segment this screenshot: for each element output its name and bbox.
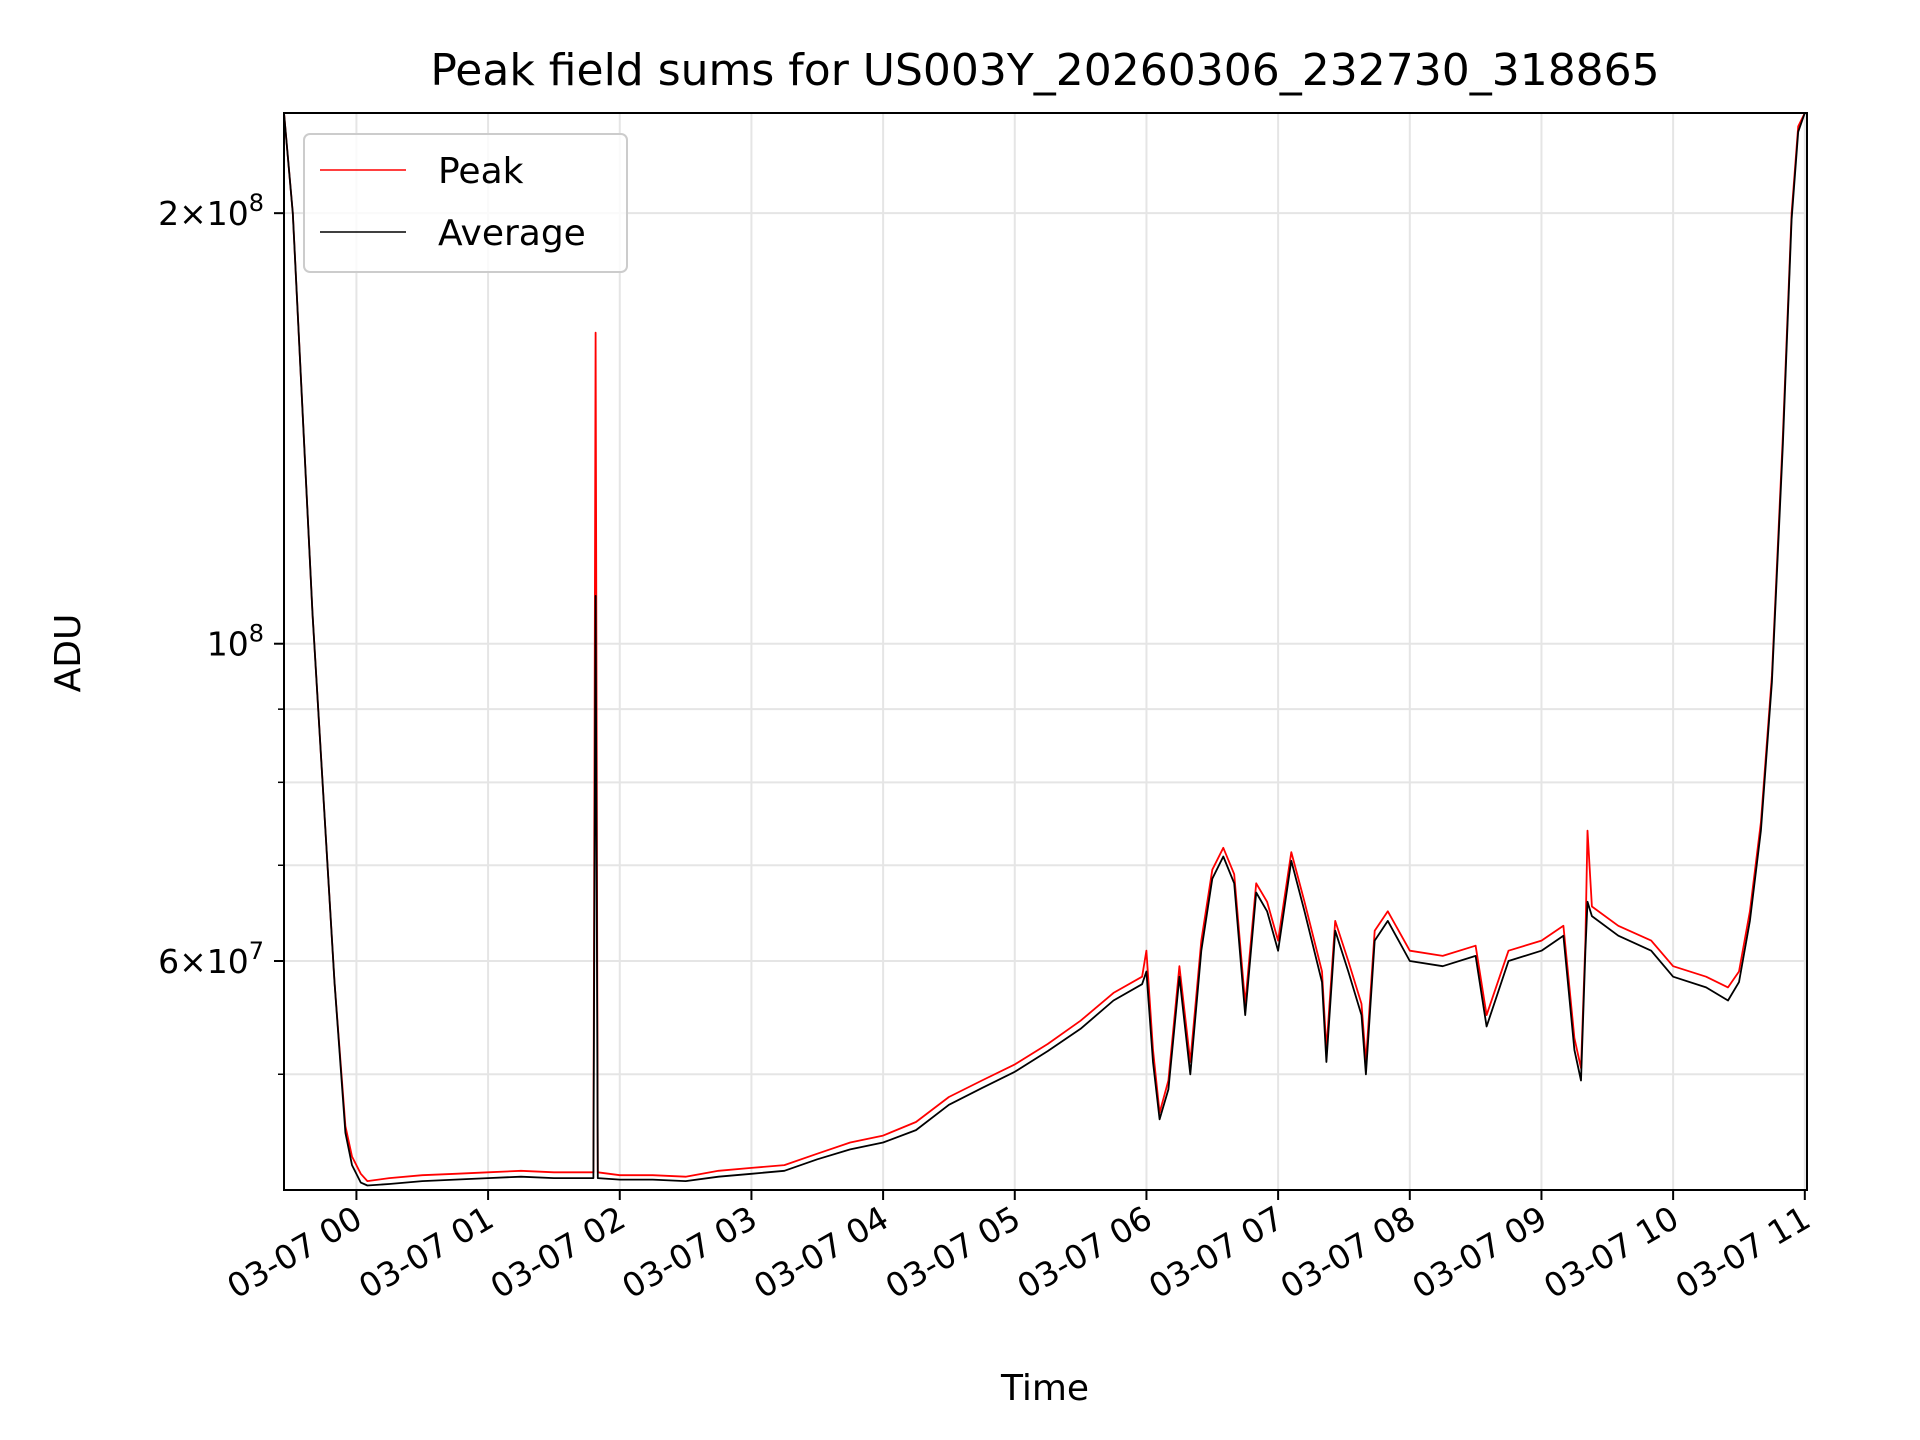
y-tick-label: 6×107 <box>158 937 264 981</box>
y-axis-label: ADU <box>48 614 89 693</box>
grid <box>284 113 1807 1190</box>
plot-frame <box>283 112 1808 1191</box>
plot-series <box>284 113 1806 1187</box>
x-axis-label: Time <box>1000 1368 1089 1409</box>
legend-box <box>303 133 628 273</box>
chart-title: Peak field sums for US003Y_20260306_2327… <box>430 45 1659 96</box>
legend: Peak Average <box>303 133 628 273</box>
legend-label-peak: Peak <box>438 151 524 192</box>
y-axis-ticks: 6×107 108 2×108 <box>158 189 284 1076</box>
y-tick-label: 2×108 <box>158 189 264 233</box>
y-tick-label: 108 <box>207 620 264 664</box>
legend-label-average: Average <box>438 213 586 254</box>
series-line-peak <box>284 113 1806 1182</box>
series-line-average <box>284 113 1806 1187</box>
